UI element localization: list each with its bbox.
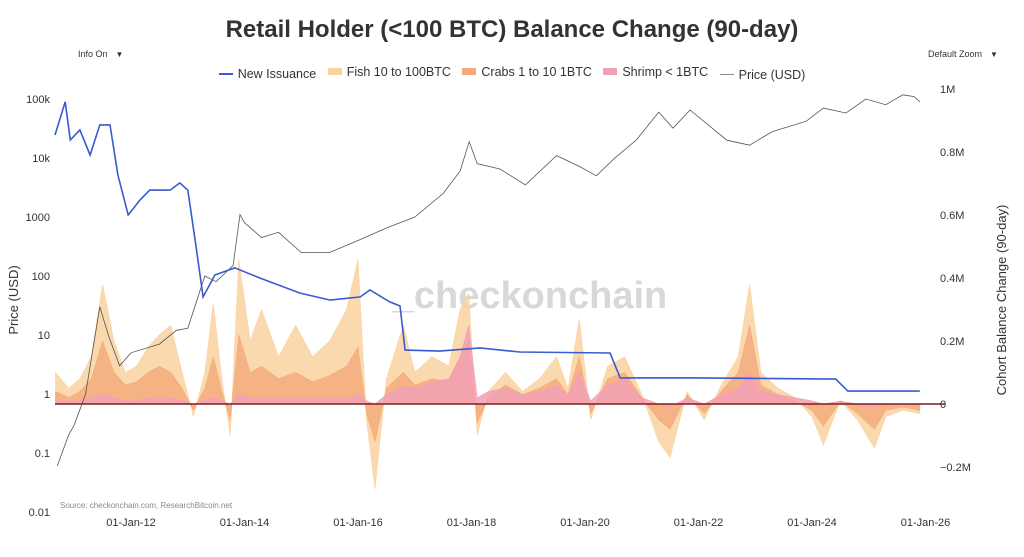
x-tick-label: 01-Jan-12 (106, 517, 156, 529)
legend-item-issuance[interactable]: New Issuance (218, 67, 317, 81)
right-tick-label: 0.6M (940, 210, 964, 222)
left-tick-label: 100k (26, 94, 50, 106)
left-tick-label: 0.1 (35, 448, 50, 460)
chevron-down-icon: ▼ (115, 50, 124, 59)
legend-item-crabs[interactable]: Crabs 1 to 10 1BTC (462, 64, 592, 79)
x-tick-label: 01-Jan-26 (901, 517, 951, 529)
right-tick-label: 0.4M (940, 273, 964, 285)
right-tick-label: 1M (940, 84, 955, 96)
left-tick-label: 10k (32, 153, 50, 165)
left-tick-label: 100 (32, 271, 50, 283)
left-tick-label: 1 (44, 389, 50, 401)
left-tick-label: 0.01 (29, 507, 50, 519)
legend-swatch (462, 68, 477, 75)
x-tick-label: 01-Jan-24 (787, 517, 837, 529)
price-line (56, 94, 921, 467)
legend-swatch (327, 68, 342, 75)
x-tick-label: 01-Jan-18 (447, 517, 497, 529)
left-tick-label: 10 (38, 330, 50, 342)
zoom-dropdown-label: Default Zoom (928, 49, 983, 59)
x-tick-label: 01-Jan-16 (333, 517, 383, 529)
area-shrimp (55, 325, 920, 408)
left-tick-label: 1000 (26, 212, 50, 224)
right-tick-label: −0.2M (940, 462, 971, 474)
legend-label: Price (USD) (738, 67, 806, 82)
right-axis-title: Cohort Balance Change (90-day) (994, 205, 1009, 396)
info-dropdown-label: Info On (78, 49, 108, 59)
x-tick-label: 01-Jan-14 (220, 517, 270, 529)
legend-swatch (719, 74, 734, 75)
legend-label: Fish 10 to 100BTC (346, 64, 451, 79)
legend-item-fish[interactable]: Fish 10 to 100BTC (327, 64, 451, 79)
legend-label: Shrimp < 1BTC (622, 64, 709, 79)
watermark: _checkonchain (392, 275, 668, 317)
right-tick-label: 0.2M (940, 336, 964, 348)
zoom-dropdown[interactable]: Default Zoom ▼ (928, 49, 998, 59)
chart-title: Retail Holder (<100 BTC) Balance Change … (225, 16, 799, 43)
legend-item-shrimp[interactable]: Shrimp < 1BTC (603, 65, 708, 79)
right-tick-label: 0 (940, 399, 946, 411)
legend-label: Crabs 1 to 10 1BTC (481, 64, 592, 79)
legend-swatch (218, 73, 233, 75)
issuance-line (54, 101, 920, 392)
x-tick-label: 01-Jan-20 (560, 517, 610, 529)
x-tick-label: 01-Jan-22 (674, 517, 724, 529)
info-dropdown[interactable]: Info On ▼ (78, 49, 123, 59)
legend-label: New Issuance (237, 67, 317, 81)
legend-swatch (603, 68, 618, 75)
source-note: Source: checkonchain.com, ResearchBitcoi… (60, 501, 233, 510)
right-tick-label: 0.8M (940, 147, 964, 159)
legend-item-price[interactable]: Price (USD) (719, 67, 806, 82)
chevron-down-icon: ▼ (990, 50, 998, 59)
left-axis-title: Price (USD) (6, 265, 21, 334)
legend: New Issuance Fish 10 to 100BTC Crabs 1 t… (0, 64, 1024, 82)
